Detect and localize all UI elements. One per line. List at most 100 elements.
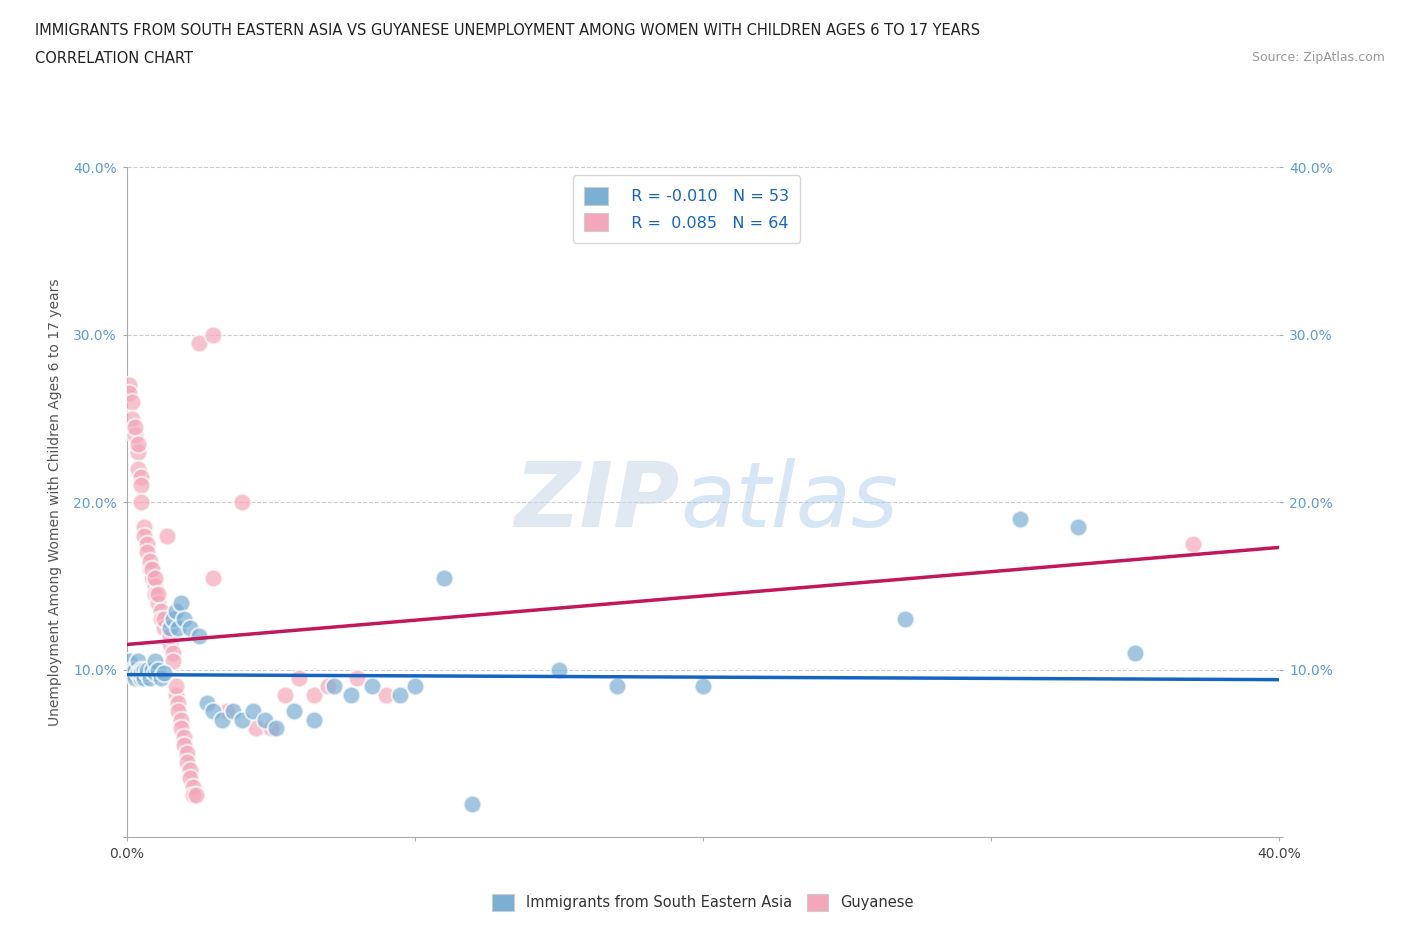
Point bbox=[153, 612, 176, 627]
Point bbox=[127, 436, 149, 451]
Point bbox=[692, 679, 714, 694]
Point bbox=[179, 763, 201, 777]
Point bbox=[153, 666, 176, 681]
Point bbox=[167, 704, 190, 719]
Y-axis label: Unemployment Among Women with Children Ages 6 to 17 years: Unemployment Among Women with Children A… bbox=[48, 278, 62, 726]
Point bbox=[121, 394, 143, 409]
Point bbox=[242, 704, 264, 719]
Point bbox=[605, 679, 627, 694]
Point bbox=[173, 737, 195, 752]
Point bbox=[894, 612, 917, 627]
Point bbox=[288, 671, 311, 685]
Point bbox=[138, 553, 160, 568]
Point bbox=[167, 620, 190, 635]
Point bbox=[253, 712, 276, 727]
Point bbox=[145, 587, 166, 602]
Point bbox=[231, 712, 253, 727]
Point bbox=[179, 620, 201, 635]
Point bbox=[159, 629, 181, 644]
Point bbox=[129, 470, 152, 485]
Point bbox=[141, 662, 163, 677]
Point bbox=[127, 445, 149, 459]
Point bbox=[141, 562, 163, 577]
Point bbox=[217, 704, 239, 719]
Point bbox=[176, 754, 198, 769]
Point bbox=[184, 788, 207, 803]
Point bbox=[129, 662, 152, 677]
Point bbox=[173, 612, 195, 627]
Point bbox=[170, 721, 193, 736]
Point bbox=[389, 687, 412, 702]
Point bbox=[162, 654, 184, 669]
Point bbox=[1123, 645, 1146, 660]
Point bbox=[323, 679, 346, 694]
Point bbox=[145, 654, 166, 669]
Point bbox=[135, 662, 157, 677]
Point bbox=[159, 637, 181, 652]
Point bbox=[202, 327, 225, 342]
Point bbox=[141, 570, 163, 585]
Point bbox=[202, 570, 225, 585]
Point bbox=[374, 687, 398, 702]
Text: atlas: atlas bbox=[681, 458, 898, 546]
Point bbox=[138, 671, 160, 685]
Point bbox=[187, 336, 209, 351]
Point bbox=[132, 528, 155, 543]
Point bbox=[162, 612, 184, 627]
Point bbox=[127, 654, 149, 669]
Point bbox=[302, 712, 325, 727]
Point bbox=[404, 679, 426, 694]
Point bbox=[165, 604, 187, 618]
Point bbox=[135, 666, 157, 681]
Point bbox=[165, 679, 187, 694]
Text: Source: ZipAtlas.com: Source: ZipAtlas.com bbox=[1251, 51, 1385, 64]
Point bbox=[129, 495, 152, 510]
Point bbox=[222, 704, 245, 719]
Point bbox=[181, 779, 204, 794]
Point bbox=[118, 378, 141, 392]
Point bbox=[121, 662, 143, 677]
Point bbox=[231, 495, 253, 510]
Point bbox=[148, 587, 170, 602]
Point bbox=[132, 520, 155, 535]
Point bbox=[129, 671, 152, 685]
Point bbox=[132, 671, 155, 685]
Point bbox=[124, 419, 146, 434]
Point bbox=[135, 545, 157, 560]
Point bbox=[259, 721, 281, 736]
Point bbox=[124, 662, 146, 677]
Point bbox=[153, 620, 176, 635]
Point bbox=[121, 411, 143, 426]
Point bbox=[150, 604, 173, 618]
Point bbox=[340, 687, 363, 702]
Point bbox=[1008, 512, 1031, 526]
Point bbox=[138, 562, 160, 577]
Point bbox=[202, 704, 225, 719]
Point bbox=[1067, 520, 1090, 535]
Point bbox=[159, 620, 181, 635]
Point bbox=[127, 666, 149, 681]
Point bbox=[118, 386, 141, 401]
Point bbox=[145, 666, 166, 681]
Point bbox=[127, 461, 149, 476]
Point bbox=[245, 721, 267, 736]
Point bbox=[165, 687, 187, 702]
Text: IMMIGRANTS FROM SOUTH EASTERN ASIA VS GUYANESE UNEMPLOYMENT AMONG WOMEN WITH CHI: IMMIGRANTS FROM SOUTH EASTERN ASIA VS GU… bbox=[35, 23, 980, 38]
Point bbox=[167, 696, 190, 711]
Point bbox=[179, 771, 201, 786]
Point bbox=[132, 662, 155, 677]
Point bbox=[145, 578, 166, 593]
Point bbox=[1181, 537, 1204, 551]
Point bbox=[118, 654, 141, 669]
Text: ZIP: ZIP bbox=[515, 458, 681, 546]
Point bbox=[135, 537, 157, 551]
Text: CORRELATION CHART: CORRELATION CHART bbox=[35, 51, 193, 66]
Point bbox=[129, 478, 152, 493]
Point bbox=[156, 528, 179, 543]
Point bbox=[274, 687, 297, 702]
Point bbox=[170, 595, 193, 610]
Point bbox=[283, 704, 305, 719]
Point bbox=[433, 570, 456, 585]
Point bbox=[124, 428, 146, 443]
Point bbox=[170, 712, 193, 727]
